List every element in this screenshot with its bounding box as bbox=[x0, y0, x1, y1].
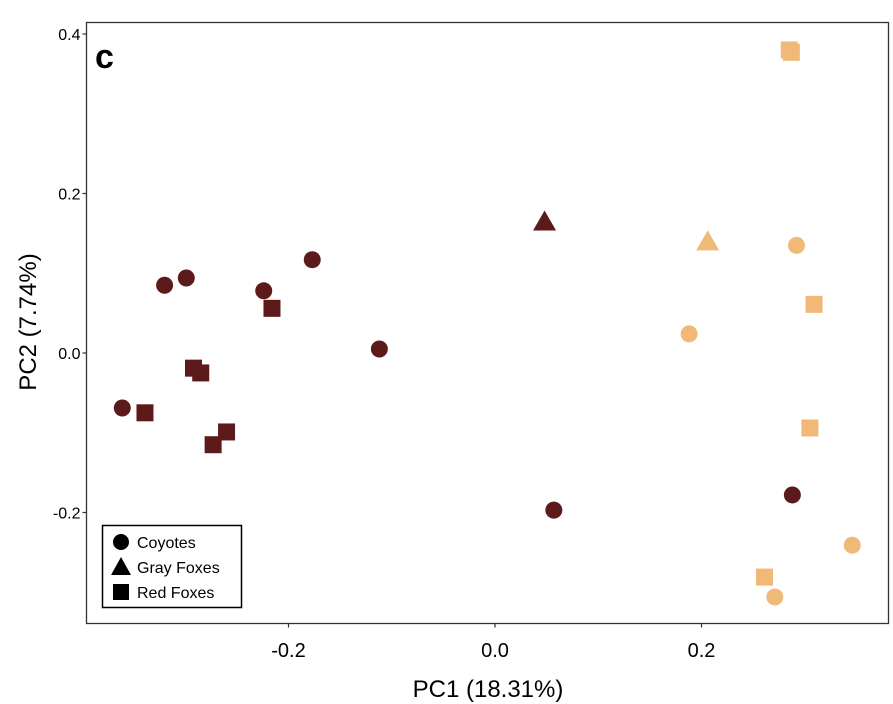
legend-label-red-foxes: Red Foxes bbox=[137, 585, 214, 602]
x-tick-label: 0.2 bbox=[688, 640, 716, 662]
x-tick-label: 0.0 bbox=[481, 640, 509, 662]
y-tick-label: 0.2 bbox=[58, 187, 80, 204]
point-coyotes bbox=[113, 399, 131, 417]
panel-label: c bbox=[95, 38, 114, 76]
y-tick-label: 0.4 bbox=[58, 27, 80, 44]
point-coyotes bbox=[255, 282, 273, 300]
point-coyotes bbox=[156, 276, 174, 294]
point-red-foxes bbox=[218, 423, 236, 441]
legend-triangle-icon bbox=[111, 557, 131, 575]
point-coyotes bbox=[843, 536, 861, 554]
point-coyotes bbox=[545, 501, 563, 519]
point-red-foxes bbox=[136, 404, 154, 422]
point-red-foxes bbox=[192, 364, 210, 382]
point-coyotes bbox=[680, 325, 698, 343]
y-axis-title: PC2 (7.74%) bbox=[15, 253, 42, 390]
point-gray-foxes bbox=[533, 210, 557, 231]
legend-label-gray-foxes: Gray Foxes bbox=[137, 560, 220, 577]
point-red-foxes bbox=[805, 295, 823, 313]
x-axis-ticks: -0.2 0.0 0.2 bbox=[271, 623, 716, 662]
point-red-foxes bbox=[263, 299, 281, 317]
point-red-foxes bbox=[755, 568, 773, 586]
y-tick-label: -0.2 bbox=[53, 506, 81, 523]
point-coyotes bbox=[787, 236, 805, 254]
point-coyotes bbox=[177, 269, 195, 287]
legend-circle-icon bbox=[113, 534, 129, 550]
point-coyotes bbox=[766, 588, 784, 606]
y-axis-ticks: -0.2 0.0 0.2 0.4 bbox=[53, 27, 87, 523]
plot-frame bbox=[85, 21, 890, 625]
point-coyotes bbox=[370, 340, 388, 358]
x-axis-title: PC1 (18.31%) bbox=[413, 676, 564, 703]
point-red-foxes bbox=[782, 43, 800, 61]
point-red-foxes bbox=[204, 436, 222, 454]
y-tick-label: 0.0 bbox=[58, 346, 80, 363]
legend: Coyotes Gray Foxes Red Foxes bbox=[101, 524, 243, 609]
point-red-foxes bbox=[801, 419, 819, 437]
point-gray-foxes bbox=[696, 230, 720, 251]
point-coyotes bbox=[783, 486, 801, 504]
legend-label-coyotes: Coyotes bbox=[137, 535, 196, 552]
legend-square-icon bbox=[113, 584, 129, 600]
data-points bbox=[113, 41, 861, 606]
point-coyotes bbox=[303, 251, 321, 269]
x-tick-label: -0.2 bbox=[271, 640, 305, 662]
